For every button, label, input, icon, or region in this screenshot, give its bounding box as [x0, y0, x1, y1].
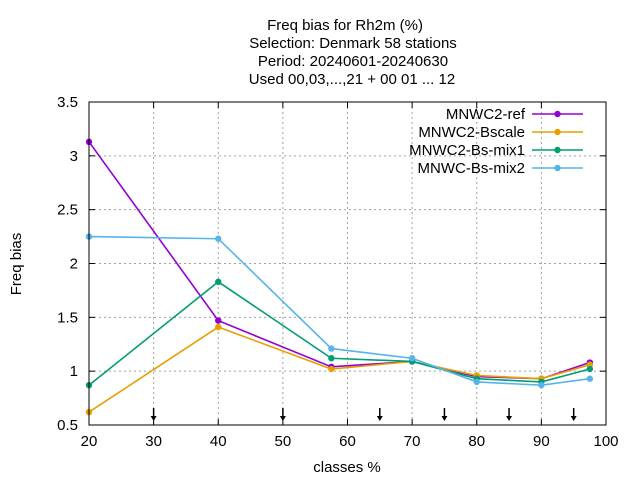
data-point	[215, 278, 222, 286]
legend-label: MNWC2-Bscale	[418, 124, 525, 141]
legend-marker	[554, 110, 561, 118]
series-line	[88, 280, 591, 386]
x-tick-label: 40	[210, 433, 227, 450]
x-tick-label: 20	[81, 433, 98, 450]
y-tick-label: 1	[70, 363, 78, 380]
series-line	[88, 141, 591, 380]
y-tick-label: 2	[70, 256, 78, 273]
legend-label: MNWC2-ref	[446, 106, 526, 123]
x-tick-label: 80	[468, 433, 485, 450]
x-tick-label: 70	[404, 433, 421, 450]
class-marker-arrow	[279, 408, 286, 421]
class-markers	[150, 408, 577, 421]
legend-marker	[554, 146, 561, 154]
y-tick-label: 2.5	[57, 202, 78, 219]
chart-title-line-1: Freq bias for Rh2m (%)	[267, 17, 423, 34]
data-point	[328, 365, 335, 373]
data-point	[586, 365, 594, 373]
data-point	[215, 323, 222, 331]
legend-item: MNWC2-ref	[446, 106, 583, 123]
data-point	[215, 317, 222, 324]
data-point	[328, 355, 335, 362]
x-tick-label: 60	[339, 433, 356, 450]
axis-ticks: 20 30 40 50 60 70 80 90 100 0.5 1 1.5 2 2.5 3 3.5	[57, 94, 618, 450]
x-tick-label: 100	[593, 433, 618, 450]
data-point	[215, 235, 222, 242]
series-lines	[85, 138, 594, 416]
data-point	[538, 381, 545, 389]
data-point	[473, 378, 480, 386]
series-2	[85, 278, 594, 389]
data-point	[328, 345, 335, 352]
legend-label: MNWC2-Bs-mix1	[409, 142, 525, 159]
legend-item: MNWC2-Bscale	[418, 124, 583, 141]
legend: MNWC2-refMNWC2-BscaleMNWC2-Bs-mix1MNWC-B…	[409, 106, 583, 177]
series-1	[85, 323, 594, 416]
x-tick-label: 50	[275, 433, 292, 450]
y-tick-label: 0.5	[57, 417, 78, 434]
legend-label: MNWC-Bs-mix2	[418, 160, 525, 177]
class-marker-arrow	[150, 408, 157, 421]
x-tick-label: 30	[145, 433, 162, 450]
legend-item: MNWC2-Bs-mix1	[409, 142, 583, 159]
chart-title-line-3: Period: 20240601-20240630	[258, 53, 448, 70]
series-line	[88, 326, 591, 413]
y-tick-label: 3.5	[57, 94, 78, 111]
chart-title: Freq bias for Rh2m (%) Selection: Denmar…	[249, 17, 457, 88]
legend-item: MNWC-Bs-mix2	[418, 160, 583, 177]
class-marker-arrow	[441, 408, 448, 421]
chart-title-line-4: Used 00,03,...,21 + 00 01 ... 12	[249, 71, 455, 88]
series-3	[85, 233, 594, 389]
y-tick-label: 1.5	[57, 309, 78, 326]
y-axis-label: Freq bias	[8, 233, 25, 296]
x-axis-label: classes %	[313, 459, 381, 476]
grid	[89, 102, 606, 425]
class-marker-arrow	[570, 408, 577, 421]
class-marker-arrow	[376, 408, 383, 421]
data-point	[408, 355, 416, 362]
x-tick-label: 90	[533, 433, 550, 450]
legend-marker	[554, 164, 561, 172]
y-tick-label: 3	[70, 148, 78, 165]
legend-marker	[554, 128, 561, 136]
data-point	[586, 375, 594, 382]
class-marker-arrow	[506, 408, 513, 421]
chart-title-line-2: Selection: Denmark 58 stations	[249, 35, 457, 52]
